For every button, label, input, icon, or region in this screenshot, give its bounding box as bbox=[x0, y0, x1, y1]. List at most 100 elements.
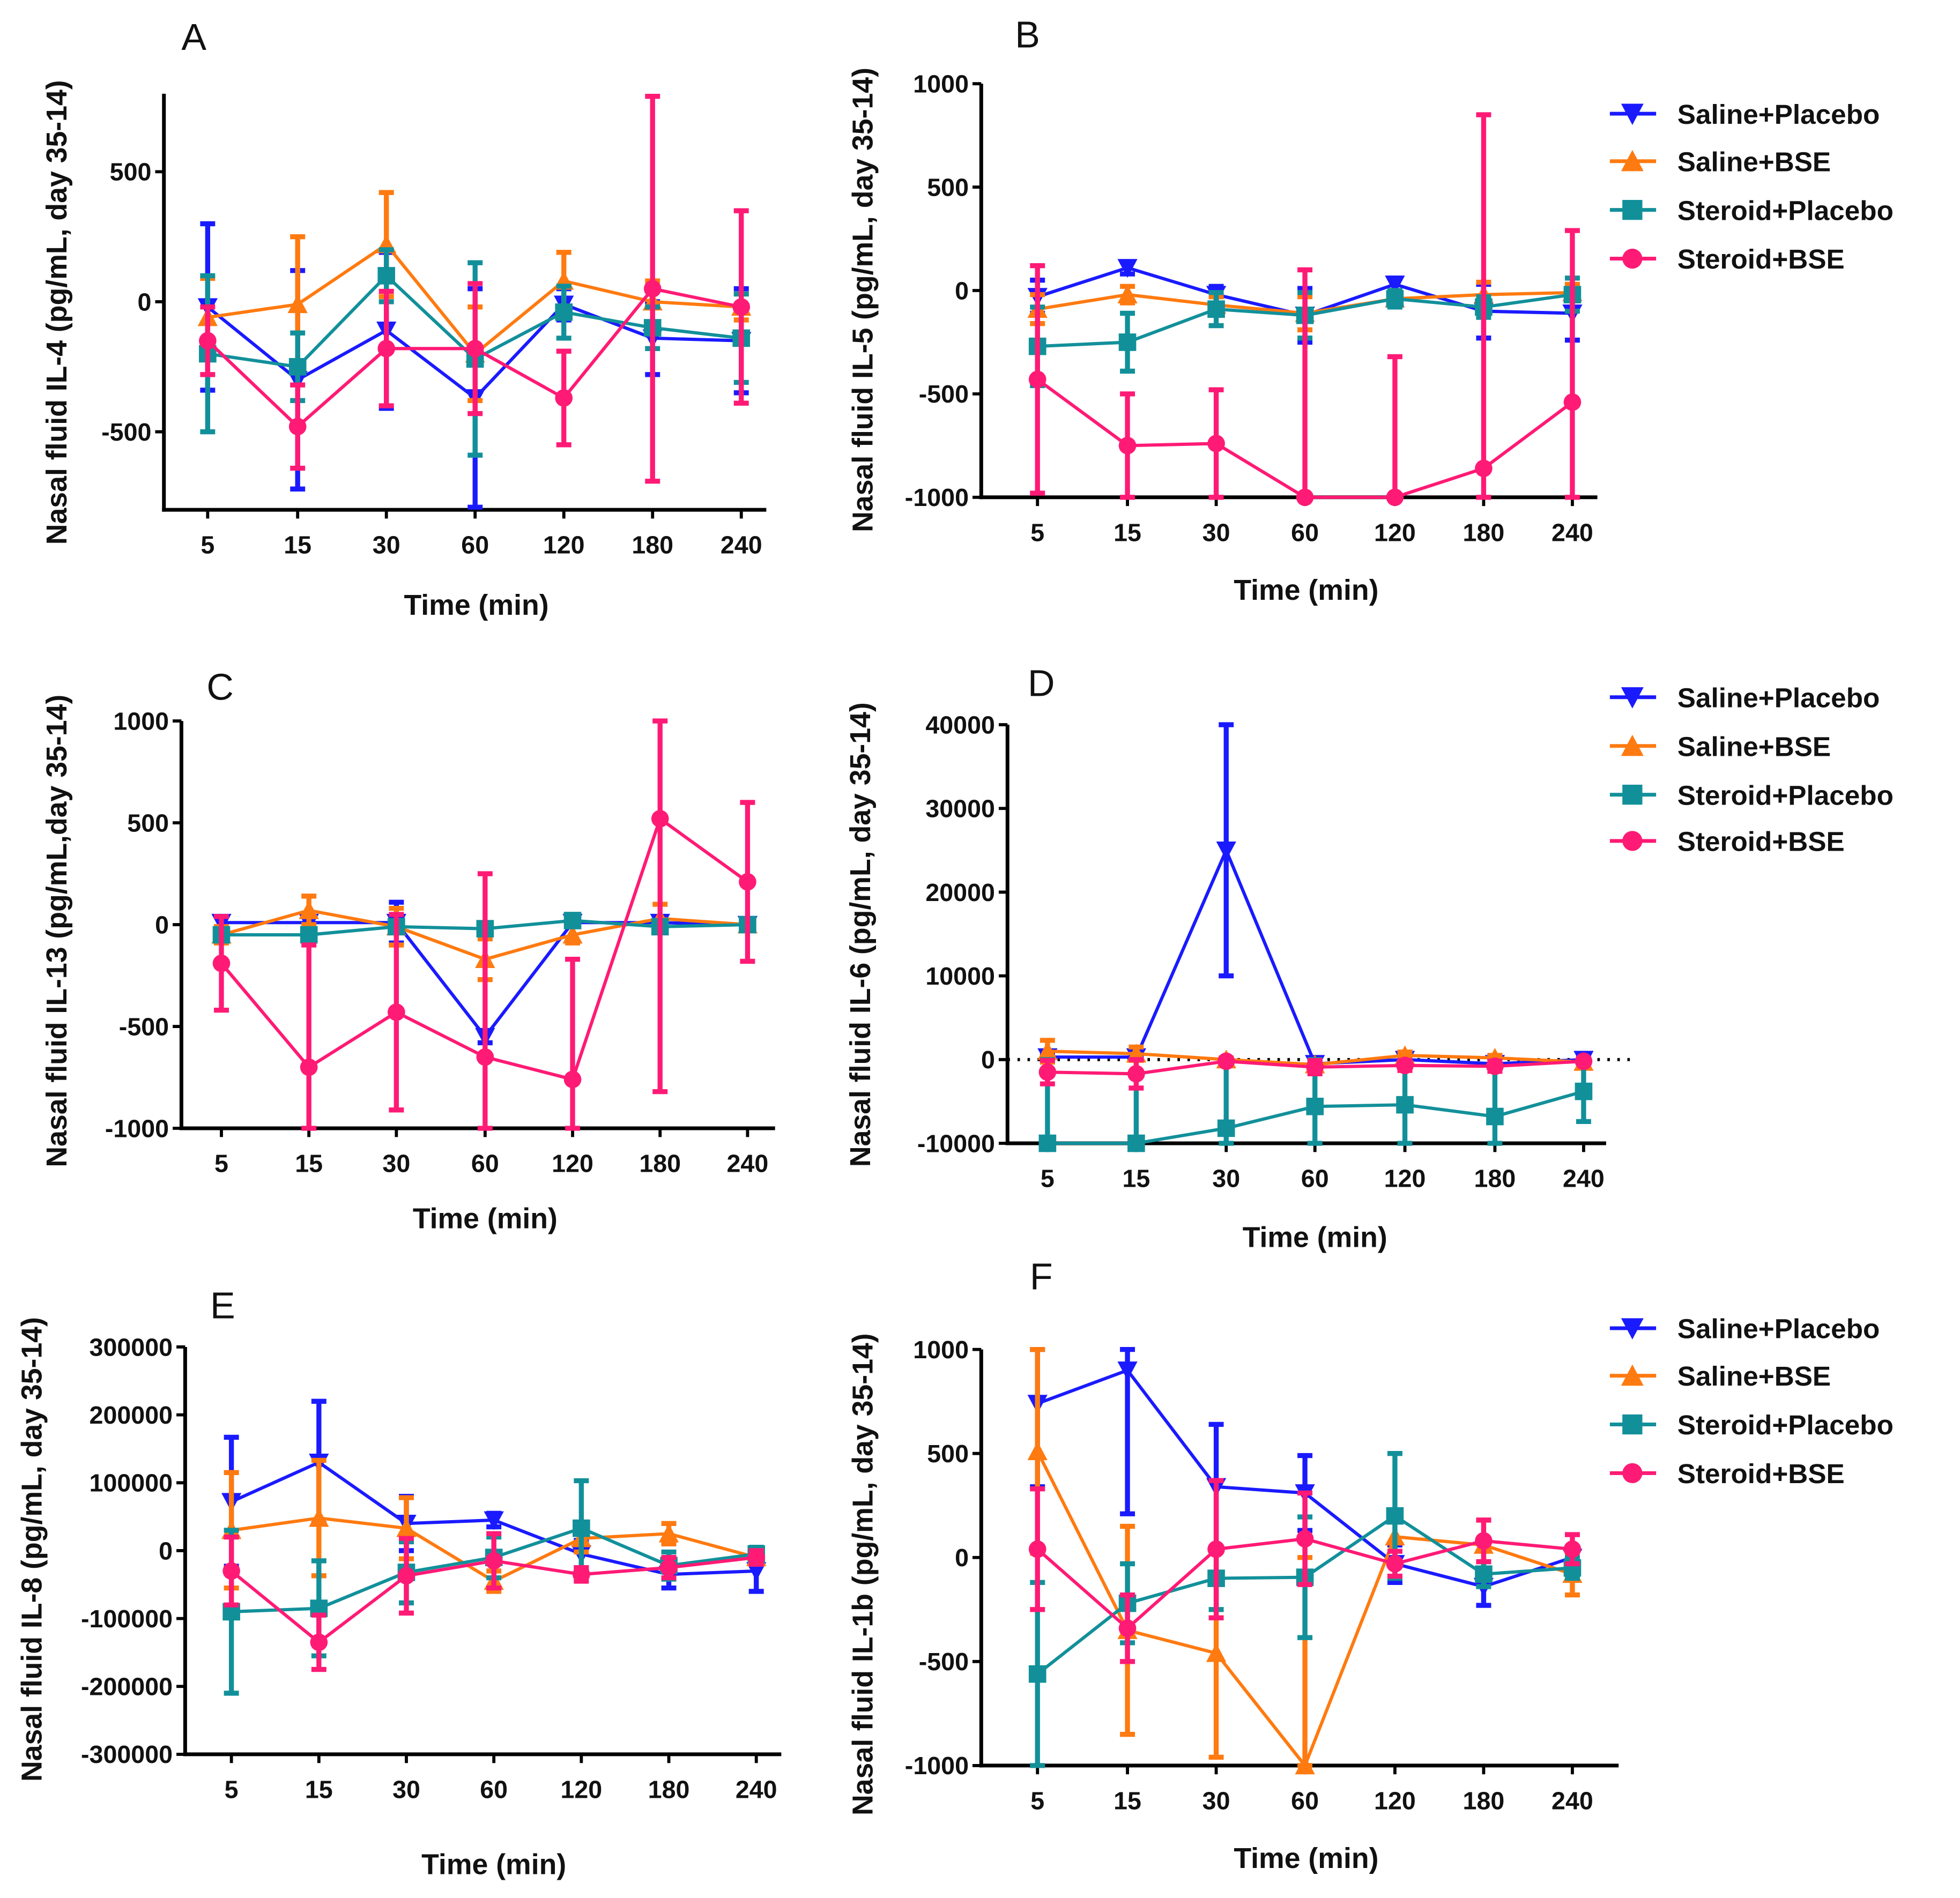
marker-circle bbox=[660, 1559, 678, 1576]
y-tick-label: 0 bbox=[159, 1537, 173, 1565]
marker-circle bbox=[1575, 1052, 1593, 1070]
marker-triangle-up bbox=[309, 1508, 329, 1527]
marker-triangle-down bbox=[484, 1511, 504, 1530]
marker-square bbox=[1622, 1414, 1643, 1435]
marker-circle bbox=[739, 873, 756, 891]
x-tick-label: 180 bbox=[632, 531, 673, 559]
marker-circle bbox=[377, 339, 396, 358]
marker-square bbox=[573, 1519, 590, 1537]
marker-circle bbox=[1207, 1540, 1225, 1558]
panel-label: E bbox=[210, 1284, 235, 1326]
x-tick-label: 5 bbox=[1030, 1787, 1044, 1814]
marker-circle bbox=[1386, 488, 1404, 507]
y-tick-label: 40000 bbox=[925, 711, 995, 739]
marker-circle bbox=[555, 389, 573, 407]
marker-triangle-down bbox=[746, 1562, 767, 1581]
marker-triangle-up bbox=[1621, 734, 1644, 756]
x-tick-label: 5 bbox=[225, 1776, 239, 1804]
y-tick-label: 0 bbox=[955, 1544, 969, 1572]
x-tick-label: 180 bbox=[639, 1150, 681, 1178]
x-tick-label: 60 bbox=[480, 1776, 508, 1804]
marker-square bbox=[555, 303, 573, 321]
marker-circle bbox=[643, 280, 662, 298]
x-tick-label: 30 bbox=[1202, 1787, 1230, 1814]
x-tick-label: 240 bbox=[1563, 1165, 1605, 1193]
x-axis-label: Time (min) bbox=[404, 589, 549, 621]
marker-triangle-up bbox=[1621, 1364, 1644, 1386]
legend-label: Saline+Placebo bbox=[1677, 99, 1880, 130]
marker-circle bbox=[1118, 437, 1137, 455]
marker-circle bbox=[466, 339, 484, 358]
marker-circle bbox=[573, 1565, 590, 1583]
legend-item: Steroid+BSE bbox=[1609, 244, 1845, 274]
marker-triangle-up bbox=[1206, 1643, 1227, 1662]
marker-circle bbox=[485, 1552, 503, 1570]
marker-triangle-down bbox=[1621, 687, 1644, 709]
y-tick-label: 200000 bbox=[90, 1401, 173, 1429]
marker-circle bbox=[1306, 1058, 1324, 1076]
y-tick-label: -500 bbox=[119, 1013, 169, 1040]
y-tick-label: -500 bbox=[101, 418, 151, 446]
marker-square bbox=[1486, 1107, 1504, 1126]
marker-triangle-down bbox=[1216, 842, 1236, 860]
y-axis-label: Nasal fluid IL-4 (pg/mL, day 35-14) bbox=[41, 80, 73, 545]
legend-item: Saline+Placebo bbox=[1609, 99, 1880, 130]
y-axis-label: Nasal fluid IL-8 (pg/mL, day 35-14) bbox=[16, 1317, 48, 1782]
marker-circle bbox=[397, 1567, 415, 1585]
marker-triangle-up bbox=[396, 1518, 417, 1537]
y-axis-label: Nasal fluid IL-1b (pg/mL, day 35-14) bbox=[847, 1333, 879, 1815]
marker-square bbox=[1622, 784, 1643, 805]
marker-square bbox=[1118, 333, 1137, 351]
y-tick-label: -100000 bbox=[81, 1605, 173, 1633]
marker-circle bbox=[310, 1633, 328, 1651]
x-tick-label: 60 bbox=[1291, 1787, 1319, 1814]
marker-triangle-up bbox=[562, 925, 583, 944]
x-tick-label: 60 bbox=[1291, 518, 1319, 546]
x-axis-label: Time (min) bbox=[1243, 1221, 1387, 1253]
y-tick-label: 100000 bbox=[90, 1469, 173, 1497]
marker-square bbox=[300, 926, 318, 944]
y-tick-label: -200000 bbox=[81, 1673, 173, 1701]
y-tick-label: 30000 bbox=[925, 795, 995, 823]
marker-circle bbox=[288, 418, 307, 436]
x-tick-label: 120 bbox=[543, 531, 585, 559]
panel-label: B bbox=[1015, 14, 1040, 56]
series-steroid-bse bbox=[1038, 1052, 1593, 1091]
x-tick-label: 30 bbox=[392, 1776, 420, 1804]
legend: Saline+Placebo Saline+BSE Steroid+Placebo S… bbox=[1609, 99, 1894, 274]
marker-square bbox=[1127, 1134, 1145, 1152]
legend-label: Steroid+Placebo bbox=[1677, 780, 1894, 810]
marker-triangle-up bbox=[1117, 285, 1138, 304]
marker-circle bbox=[199, 332, 217, 350]
marker-circle bbox=[1217, 1052, 1235, 1070]
panel-label: D bbox=[1028, 662, 1055, 704]
y-tick-label: -1000 bbox=[105, 1114, 169, 1142]
x-tick-label: 15 bbox=[1113, 1787, 1141, 1814]
marker-circle bbox=[476, 1048, 494, 1066]
y-tick-label: 500 bbox=[127, 809, 169, 837]
x-axis-label: Time (min) bbox=[1234, 1842, 1378, 1874]
marker-triangle-up bbox=[1621, 150, 1644, 172]
legend-label: Steroid+BSE bbox=[1677, 827, 1845, 857]
series-saline-placebo bbox=[1037, 722, 1594, 1074]
marker-circle bbox=[1475, 1532, 1493, 1550]
marker-circle bbox=[1296, 1530, 1314, 1548]
y-tick-label: 500 bbox=[110, 158, 152, 186]
marker-square bbox=[1207, 300, 1225, 318]
x-tick-label: 60 bbox=[1301, 1165, 1329, 1193]
series-steroid-bse bbox=[1028, 1478, 1582, 1664]
marker-triangle-down bbox=[1621, 103, 1644, 125]
marker-square bbox=[1575, 1082, 1593, 1100]
marker-triangle-up bbox=[1037, 1041, 1058, 1060]
y-axis-label: Nasal fluid IL-6 (pg/mL, day 35-14) bbox=[844, 702, 877, 1167]
panel-label: A bbox=[181, 16, 206, 58]
marker-circle bbox=[1118, 1619, 1137, 1638]
x-tick-label: 120 bbox=[1374, 1787, 1416, 1814]
marker-circle bbox=[1038, 1063, 1057, 1081]
x-tick-label: 180 bbox=[1474, 1165, 1516, 1193]
y-tick-label: 0 bbox=[155, 911, 169, 939]
legend-label: Saline+Placebo bbox=[1677, 1314, 1880, 1344]
marker-square bbox=[563, 912, 582, 929]
